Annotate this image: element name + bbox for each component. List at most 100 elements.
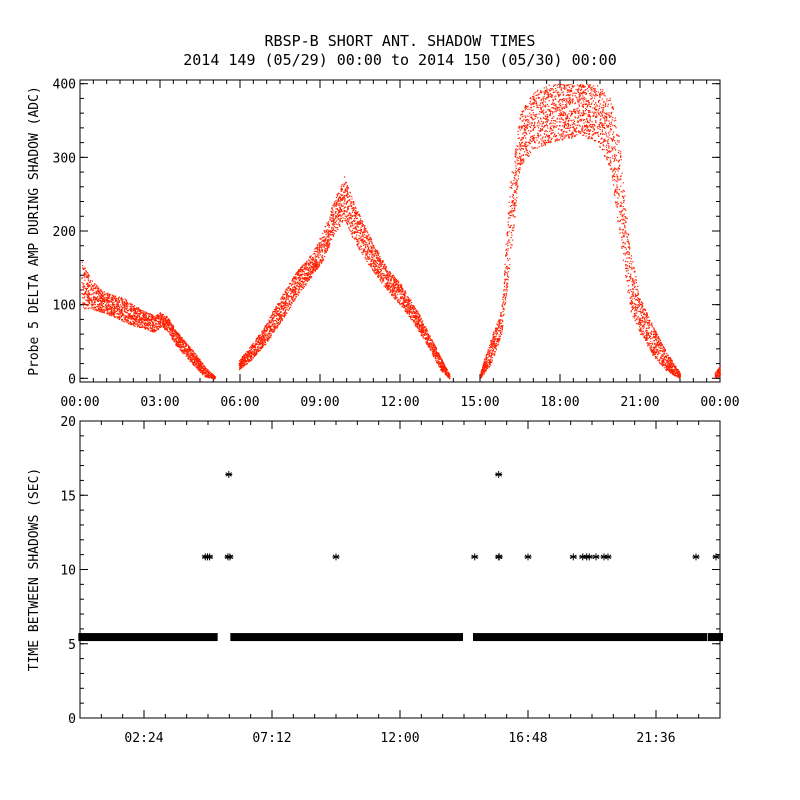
data-point [362,234,364,236]
data-point [342,220,344,222]
data-point [346,202,348,204]
data-point [243,361,246,364]
data-point [124,302,126,304]
data-point [277,304,279,306]
data-point [270,330,272,332]
data-point [338,197,340,199]
data-point [381,282,383,284]
data-point [132,309,134,312]
data-point [296,294,298,296]
data-point [390,272,392,274]
data-point [310,265,312,267]
data-point [289,282,291,284]
data-point [118,300,120,302]
data-point [409,306,411,308]
data-point [125,320,127,322]
data-point [181,347,183,349]
data-point [303,263,305,265]
data-point [290,292,292,294]
data-point [176,341,178,343]
data-point [308,273,310,275]
data-point [260,341,262,343]
data-point [157,329,160,331]
data-point [163,320,165,322]
data-point [165,327,167,329]
data-point [279,322,281,324]
data-point [367,256,369,258]
data-point [158,323,160,325]
data-point [127,305,129,307]
data-point [355,216,357,218]
data-point [134,316,136,318]
data-point [391,284,393,286]
data-point [141,327,143,329]
data-point [297,291,299,293]
data-point [99,297,101,299]
data-point [306,264,308,266]
data-point [108,309,110,311]
data-point [363,228,365,230]
data-point [276,313,278,315]
data-point [253,351,255,353]
data-point [330,214,332,216]
data-point [283,316,286,318]
data-point [133,321,135,323]
data-point [385,266,387,268]
data-point [113,311,115,313]
data-point [253,355,255,358]
data-point [189,360,191,362]
data-point [255,339,258,341]
data-point [107,304,109,306]
data-point [126,319,128,321]
data-point [362,231,364,234]
data-point [251,350,254,352]
data-point [406,299,408,301]
data-point [364,231,366,234]
data-point [116,317,119,319]
data-point [307,262,309,264]
data-point [251,347,253,349]
data-point [253,345,255,347]
data-point [89,289,91,291]
data-point [276,320,278,322]
data-point [97,300,99,302]
data-point [286,312,288,314]
data-point [313,262,315,264]
data-point [249,347,251,349]
data-point [373,269,376,271]
data-point [340,190,342,193]
data-point [259,334,261,336]
data-point [415,314,417,316]
data-point [132,321,134,323]
data-point [393,281,395,283]
data-point [351,235,353,237]
data-point [305,265,307,267]
data-point [288,295,290,297]
data-point [325,237,327,240]
data-point [408,300,410,303]
data-point [318,244,321,246]
data-point [201,362,203,364]
data-point [379,263,381,265]
data-point [406,308,408,310]
data-point [297,271,299,273]
data-point [319,245,321,247]
data-point [284,293,286,296]
data-point [131,304,133,306]
data-point [316,260,318,263]
data-point [207,369,209,372]
data-point [349,195,351,197]
data-point [267,339,269,341]
data-point [370,237,372,239]
data-point [379,260,382,262]
data-point [388,274,390,276]
data-point [376,252,378,254]
data-point [314,258,316,260]
data-point [260,347,262,349]
data-point [240,360,242,362]
data-point [127,321,129,323]
data-point [201,365,203,367]
data-point [331,231,333,233]
data-point [330,231,332,233]
data-point [110,315,112,317]
